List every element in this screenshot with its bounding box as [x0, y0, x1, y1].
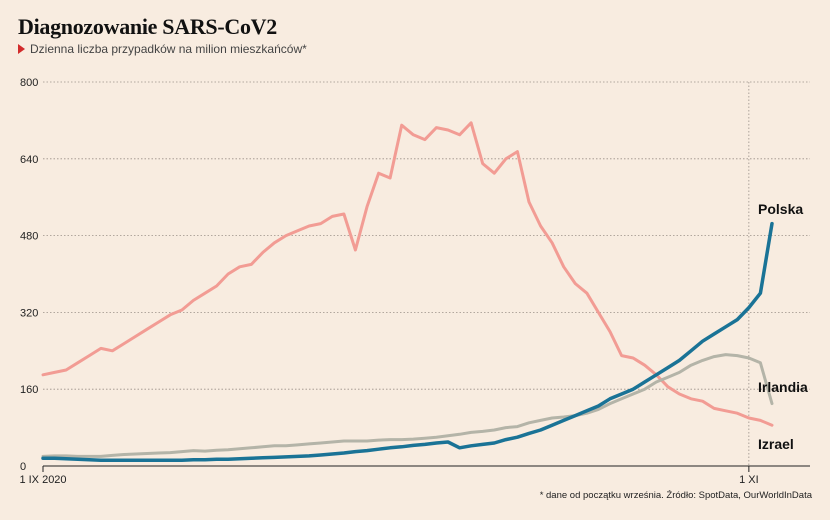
- series-line-izrael: [41, 121, 774, 427]
- x-tick-label: 1 IX 2020: [19, 474, 66, 486]
- series-line-polska: [41, 221, 774, 462]
- y-tick-label: 320: [20, 307, 38, 319]
- subtitle-text: Dzienna liczba przypadków na milion mies…: [30, 42, 307, 56]
- y-tick-label: 480: [20, 231, 38, 243]
- series-label-irlandia: Irlandia: [758, 379, 808, 395]
- y-tick-label: 160: [20, 384, 38, 396]
- subtitle-marker-icon: [18, 44, 25, 54]
- x-tick-label: 1 XI: [739, 474, 759, 486]
- series-label-polska: Polska: [758, 201, 803, 217]
- y-tick-label: 640: [20, 154, 38, 166]
- series-label-izrael: Izrael: [758, 436, 794, 452]
- chart-title: Diagnozowanie SARS-CoV2: [18, 14, 277, 39]
- y-tick-label: 800: [20, 77, 38, 89]
- y-tick-label: 0: [20, 461, 26, 473]
- chart-subtitle: Dzienna liczba przypadków na milion mies…: [18, 42, 307, 56]
- source-note: * dane od początku września. Źródło: Spo…: [539, 490, 812, 501]
- series-line-irlandia: [41, 353, 774, 458]
